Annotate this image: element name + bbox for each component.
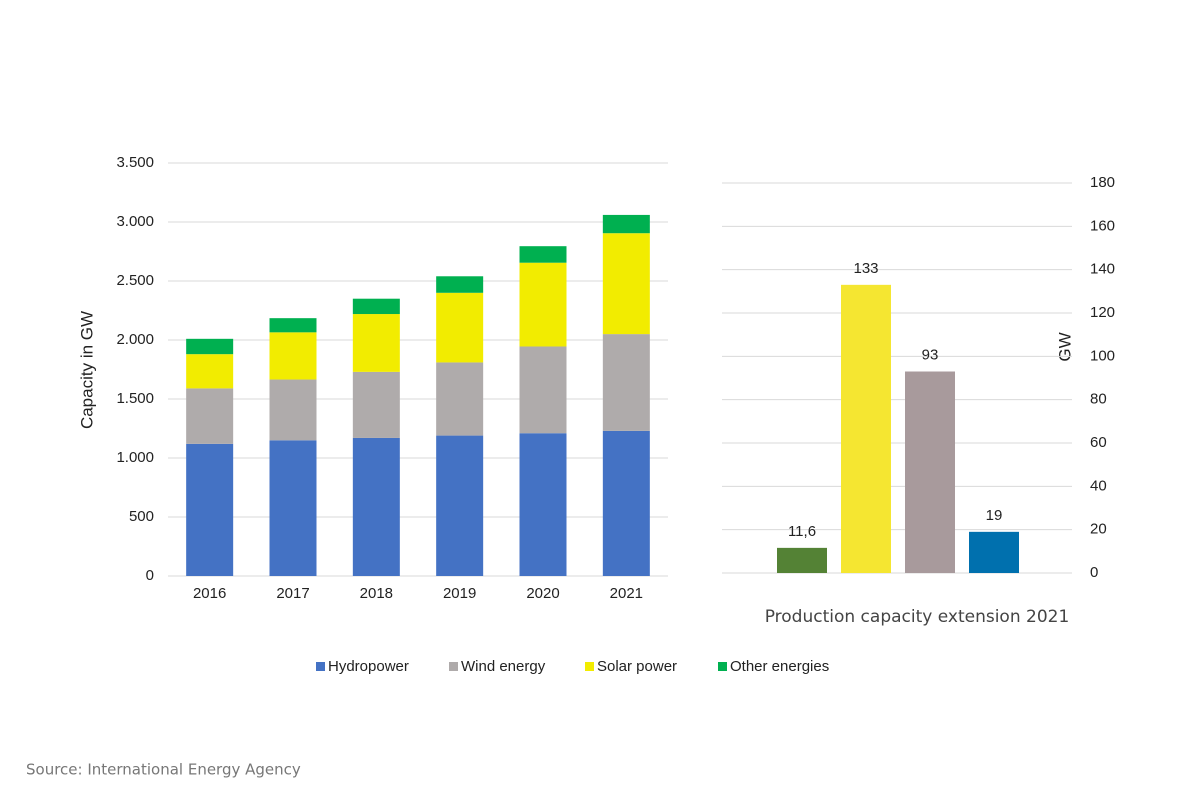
y-tick-label: 0 [146,567,154,584]
bar-segment [352,371,400,438]
y-tick-label: 0 [1090,564,1098,581]
bar-segment [186,443,234,576]
bar-segment [436,362,484,436]
bar-segment [436,276,484,293]
y-tick-label: 1.500 [116,390,154,407]
x-axis-label: Production capacity extension 2021 [765,607,1070,627]
data-label: 11,6 [788,523,816,540]
y-tick-label: 60 [1090,434,1107,451]
bar-segment [519,433,567,576]
bar [905,371,955,573]
x-tick-label: 2018 [360,585,393,602]
bar-segment [186,338,234,355]
y-tick-label: 1.000 [116,449,154,466]
y-tick-label: 140 [1090,261,1115,278]
data-label: 93 [922,346,939,363]
x-tick-label: 2021 [610,585,643,602]
x-tick-label: 2020 [526,585,559,602]
bar [841,284,891,573]
x-tick-label: 2019 [443,585,476,602]
y-tick-label: 120 [1090,304,1115,321]
bar-segment [519,246,567,263]
bar-segment [352,298,400,315]
bar-segment [602,430,650,576]
y-tick-label: 3.000 [116,213,154,230]
bar-segment [602,334,650,431]
legend-swatch [449,662,458,671]
bar-segment [269,318,317,333]
bar [777,547,827,573]
bar-segment [186,354,234,389]
y-tick-label: 160 [1090,217,1115,234]
bar-segment [436,435,484,576]
y-tick-label: 40 [1090,477,1107,494]
y-tick-label: 180 [1090,174,1115,191]
y-tick-label: 2.000 [116,331,154,348]
bar-segment [186,388,234,444]
y-axis-label: GW [1055,332,1074,361]
bar-segment [269,440,317,576]
x-tick-label: 2017 [276,585,309,602]
bar [969,531,1019,573]
bar-segment [352,437,400,576]
source: Source: International Energy Agency [26,761,301,779]
y-tick-label: 80 [1090,391,1107,408]
legend-swatch [718,662,727,671]
y-axis-label: Capacity in GW [77,311,96,429]
bar-segment [519,346,567,434]
y-tick-label: 500 [129,508,154,525]
legend-label: Wind energy [461,658,546,675]
bar-segment [602,233,650,335]
bar-segment [436,292,484,363]
legend-label: Solar power [597,658,677,675]
data-label: 19 [986,507,1003,524]
y-tick-label: 3.500 [116,154,154,171]
bar-segment [269,379,317,441]
bar-segment [519,262,567,347]
legend-swatch [316,662,325,671]
y-tick-label: 20 [1090,521,1107,538]
legend-label: Other energies [730,658,829,675]
y-tick-label: 100 [1090,347,1115,364]
legend-swatch [585,662,594,671]
x-tick-label: 2016 [193,585,226,602]
bar-segment [352,314,400,372]
bar-segment [602,214,650,234]
legend-label: Hydropower [328,658,409,675]
y-tick-label: 2.500 [116,272,154,289]
data-label: 133 [853,260,878,277]
bar-segment [269,332,317,380]
